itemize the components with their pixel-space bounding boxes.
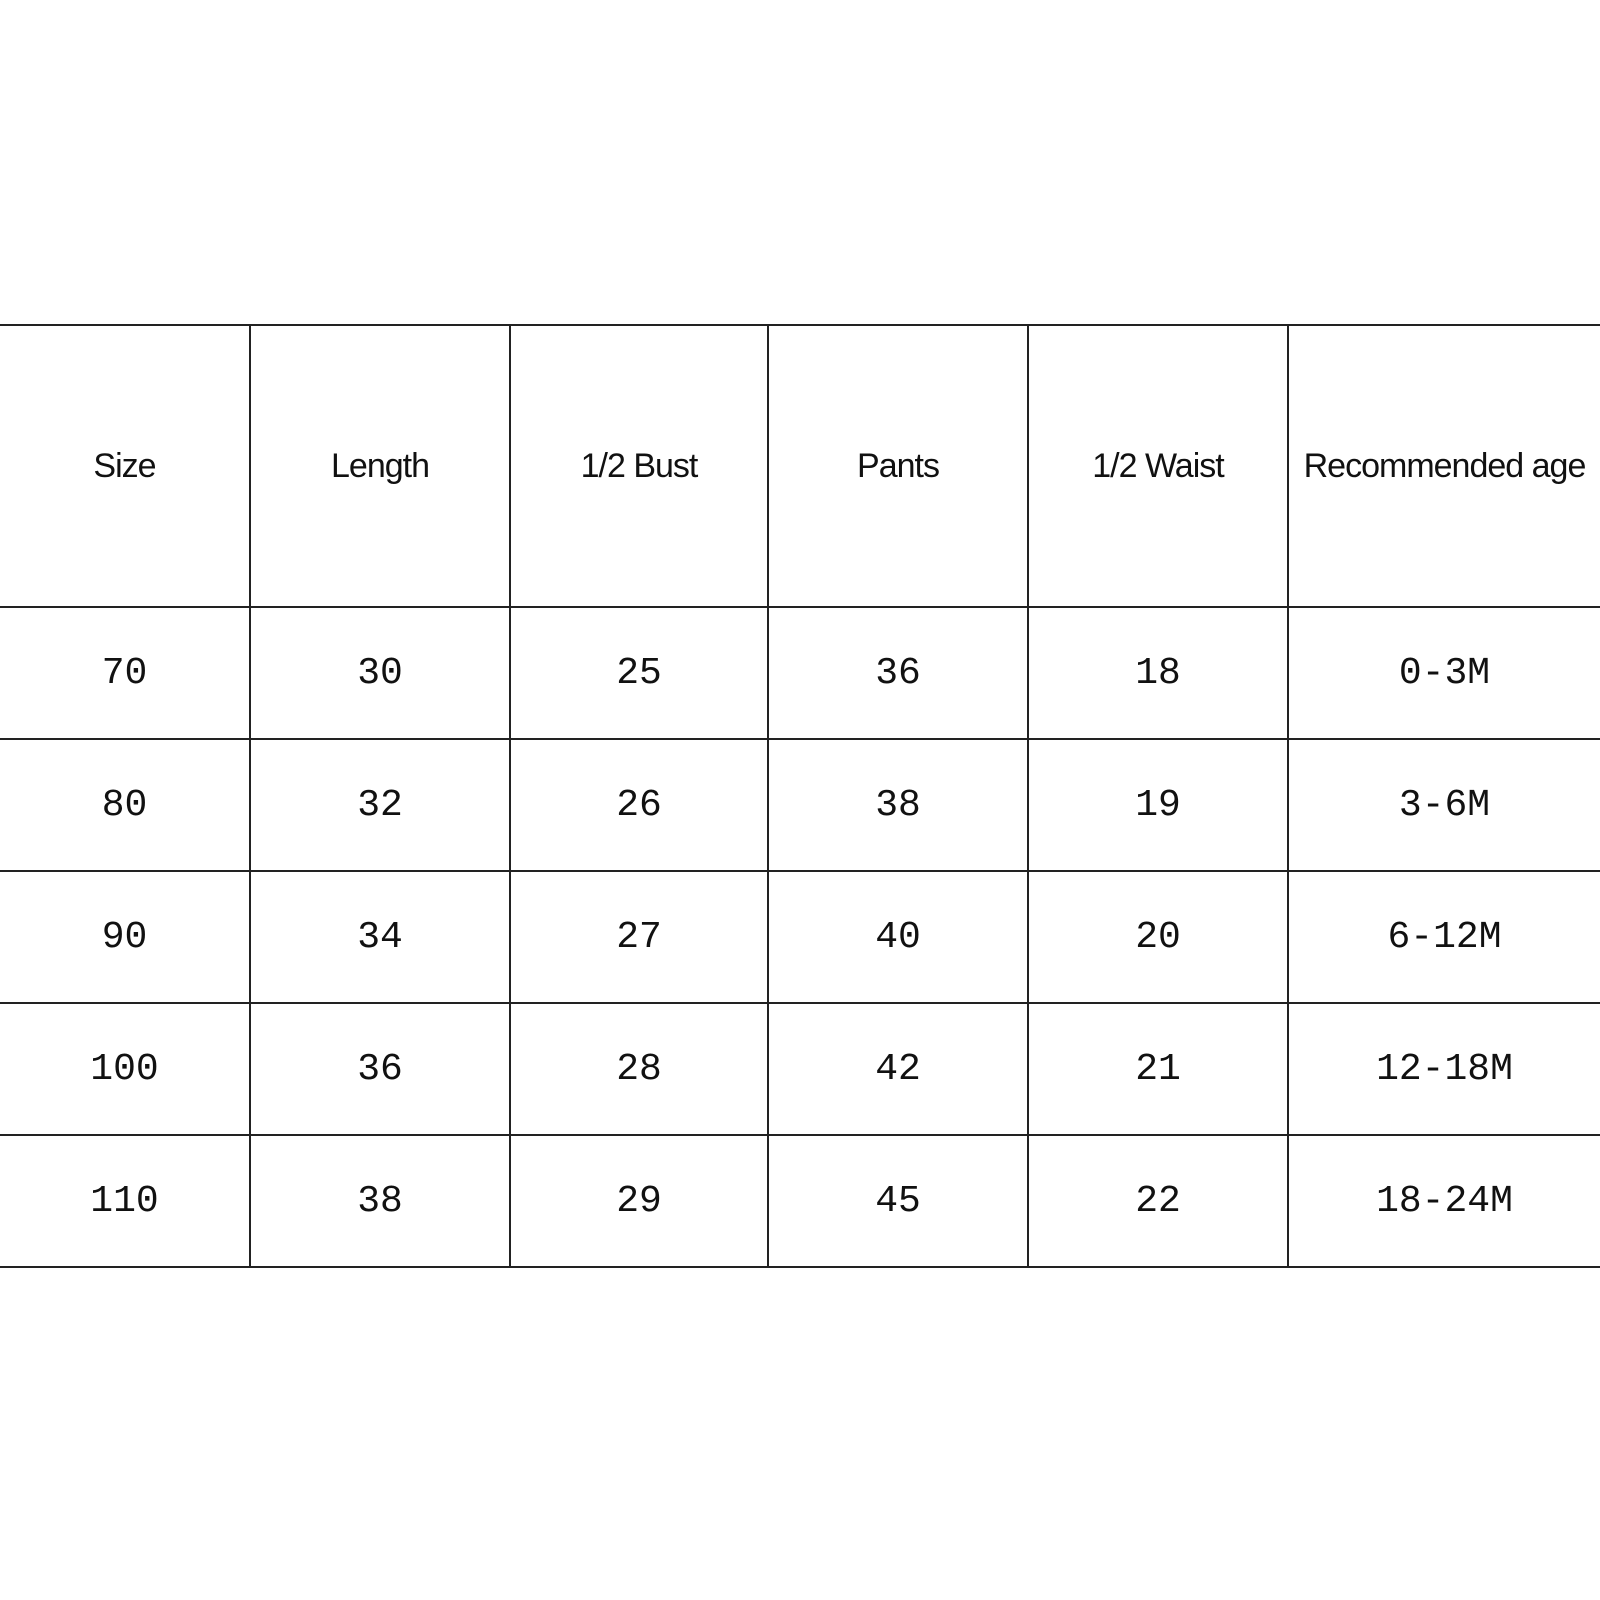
cell-half-bust: 27 — [509, 870, 769, 1004]
cell-half-bust: 29 — [509, 1134, 769, 1268]
header-half-waist: 1/2 Waist — [1027, 324, 1289, 608]
cell-pants: 36 — [767, 606, 1029, 740]
cell-half-waist: 20 — [1027, 870, 1289, 1004]
cell-pants: 45 — [767, 1134, 1029, 1268]
cell-half-bust: 25 — [509, 606, 769, 740]
cell-size: 90 — [0, 870, 251, 1004]
cell-size: 110 — [0, 1134, 251, 1268]
cell-length: 36 — [249, 1002, 511, 1136]
table-row: 90 34 27 40 20 6-12M — [0, 870, 1600, 1004]
cell-length: 38 — [249, 1134, 511, 1268]
cell-length: 32 — [249, 738, 511, 872]
cell-length: 34 — [249, 870, 511, 1004]
cell-half-waist: 22 — [1027, 1134, 1289, 1268]
cell-half-waist: 18 — [1027, 606, 1289, 740]
header-size: Size — [0, 324, 251, 608]
cell-size: 70 — [0, 606, 251, 740]
cell-half-waist: 21 — [1027, 1002, 1289, 1136]
size-chart-table: Size Length 1/2 Bust Pants 1/2 Waist Rec… — [0, 324, 1600, 1268]
header-recommended-age: Recommended age — [1287, 324, 1600, 608]
cell-half-waist: 19 — [1027, 738, 1289, 872]
table-row: 80 32 26 38 19 3-6M — [0, 738, 1600, 872]
cell-pants: 42 — [767, 1002, 1029, 1136]
cell-length: 30 — [249, 606, 511, 740]
cell-recommended-age: 3-6M — [1287, 738, 1600, 872]
cell-recommended-age: 18-24M — [1287, 1134, 1600, 1268]
cell-recommended-age: 0-3M — [1287, 606, 1600, 740]
cell-recommended-age: 12-18M — [1287, 1002, 1600, 1136]
cell-pants: 40 — [767, 870, 1029, 1004]
cell-half-bust: 26 — [509, 738, 769, 872]
header-row: Size Length 1/2 Bust Pants 1/2 Waist Rec… — [0, 324, 1600, 608]
cell-half-bust: 28 — [509, 1002, 769, 1136]
table-row: 110 38 29 45 22 18-24M — [0, 1134, 1600, 1268]
table-row: 100 36 28 42 21 12-18M — [0, 1002, 1600, 1136]
cell-size: 80 — [0, 738, 251, 872]
table-row: 70 30 25 36 18 0-3M — [0, 606, 1600, 740]
header-pants: Pants — [767, 324, 1029, 608]
header-length: Length — [249, 324, 511, 608]
header-half-bust: 1/2 Bust — [509, 324, 769, 608]
cell-recommended-age: 6-12M — [1287, 870, 1600, 1004]
cell-size: 100 — [0, 1002, 251, 1136]
cell-pants: 38 — [767, 738, 1029, 872]
